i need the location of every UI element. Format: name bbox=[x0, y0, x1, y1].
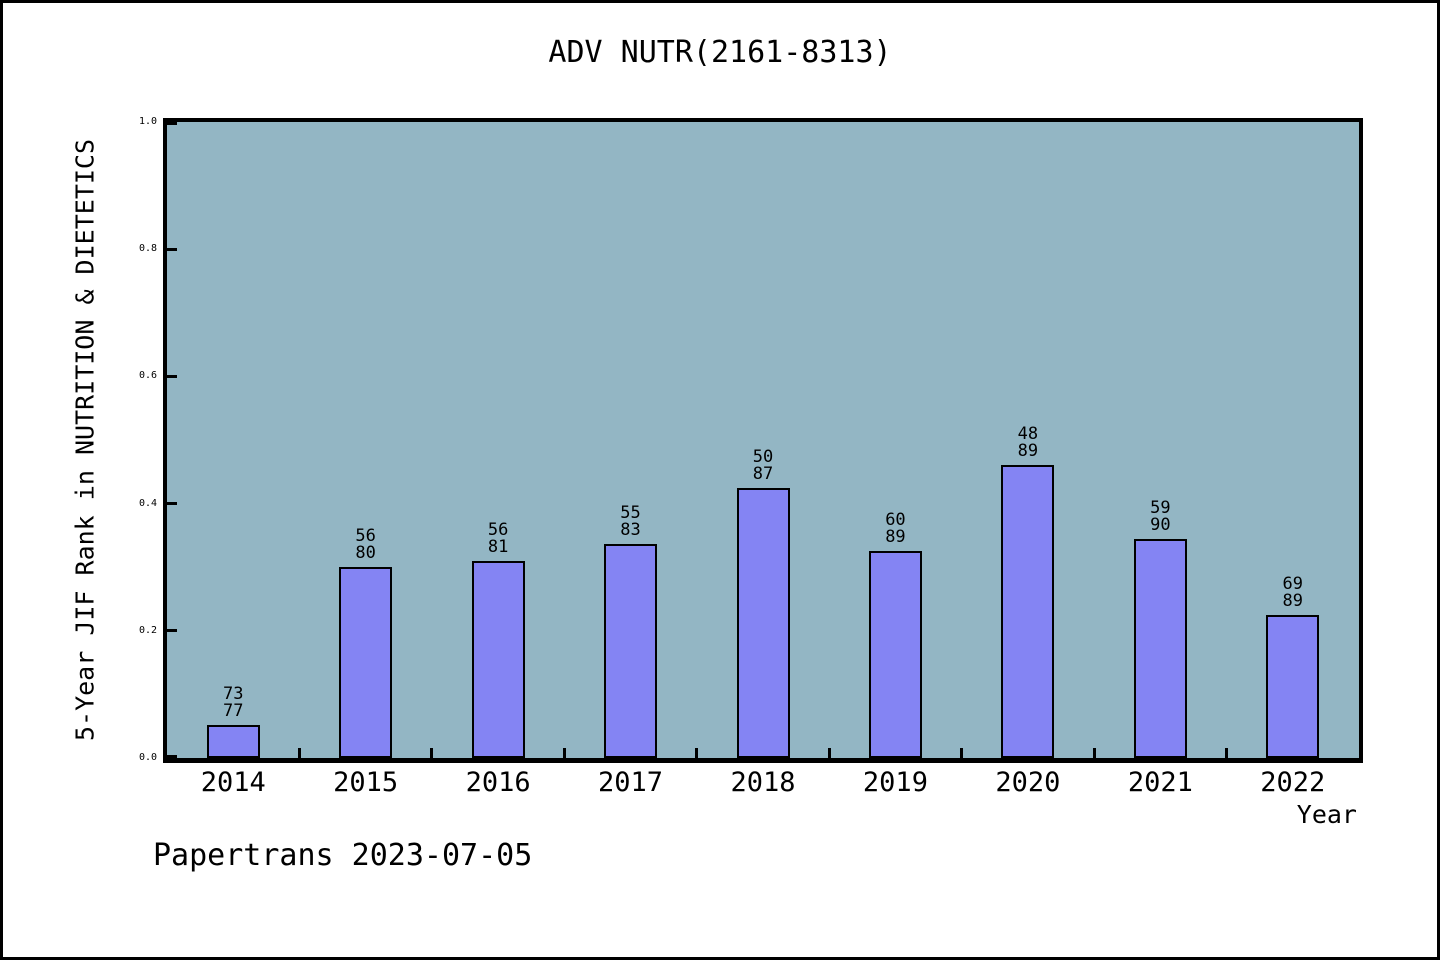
x-tick-label: 2019 bbox=[862, 767, 928, 798]
bar bbox=[471, 561, 525, 758]
bar-value-label: 56 80 bbox=[321, 528, 411, 562]
bar-total-value: 77 bbox=[222, 701, 244, 721]
bar-value-label: 69 89 bbox=[1248, 576, 1338, 610]
x-tick-label: 2020 bbox=[995, 767, 1061, 798]
y-axis-label: 5-Year JIF Rank in NUTRITION & DIETETICS bbox=[70, 138, 100, 742]
x-minor-tick bbox=[562, 748, 566, 758]
bar-total-value: 89 bbox=[1017, 441, 1039, 461]
bar bbox=[206, 725, 260, 758]
bar-rank-value: 50 bbox=[752, 447, 774, 467]
y-tick-label: 0.6 bbox=[138, 370, 157, 382]
bar-value-label: 73 77 bbox=[188, 686, 278, 720]
bar-total-value: 89 bbox=[1282, 591, 1303, 611]
bar bbox=[1001, 465, 1055, 758]
bar-value-label: 48 89 bbox=[983, 426, 1073, 460]
bar-rank-value: 59 bbox=[1150, 498, 1171, 518]
y-tick-mark bbox=[167, 755, 177, 758]
y-tick-mark bbox=[167, 247, 177, 251]
x-minor-tick bbox=[695, 748, 699, 758]
watermark-text: Papertrans 2023-07-05 bbox=[153, 838, 533, 873]
bar bbox=[736, 488, 790, 758]
bar-value-label: 59 90 bbox=[1115, 500, 1205, 534]
x-minor-tick bbox=[297, 748, 301, 758]
x-minor-tick bbox=[960, 748, 964, 758]
bar-value-label: 60 89 bbox=[850, 512, 940, 546]
y-tick-label: 0.2 bbox=[138, 624, 157, 636]
bar bbox=[604, 544, 658, 758]
y-tick-mark bbox=[167, 629, 177, 633]
bar bbox=[1133, 539, 1187, 758]
y-tick-mark bbox=[167, 374, 177, 378]
bar-value-label: 50 87 bbox=[718, 449, 808, 483]
bar-total-value: 81 bbox=[487, 537, 509, 557]
y-tick-mark bbox=[167, 122, 177, 125]
y-tick-mark bbox=[167, 502, 177, 506]
x-minor-tick bbox=[1225, 748, 1229, 758]
x-minor-tick bbox=[1092, 748, 1096, 758]
bar-rank-value: 60 bbox=[885, 510, 906, 530]
x-tick-label: 2015 bbox=[333, 767, 399, 798]
x-minor-tick bbox=[430, 748, 434, 758]
bar bbox=[1266, 615, 1320, 758]
bar bbox=[339, 567, 393, 758]
plot-area: 73 77 56 80 56 81 55 83 50 87 60 89 48 89 59 90 69 89 bbox=[163, 118, 1363, 763]
bar-rank-value: 56 bbox=[487, 520, 509, 540]
x-tick-label: 2018 bbox=[730, 767, 796, 798]
chart-title: ADV NUTR(2161-8313) bbox=[548, 35, 892, 70]
y-tick-label: 1.0 bbox=[138, 116, 157, 127]
bar-total-value: 90 bbox=[1150, 515, 1171, 535]
x-tick-label: 2021 bbox=[1127, 767, 1193, 798]
bar-rank-value: 73 bbox=[222, 684, 244, 704]
x-axis-label: Year bbox=[1296, 800, 1357, 829]
bar-rank-value: 48 bbox=[1017, 424, 1039, 444]
bar-rank-value: 69 bbox=[1282, 574, 1303, 594]
bar-rank-value: 55 bbox=[620, 503, 641, 523]
x-minor-tick bbox=[827, 748, 831, 758]
bar-rank-value: 56 bbox=[355, 526, 376, 546]
bar-total-value: 83 bbox=[620, 520, 641, 540]
y-tick-label: 0.4 bbox=[138, 497, 157, 509]
x-tick-label: 2016 bbox=[465, 767, 531, 798]
bar-total-value: 80 bbox=[355, 543, 376, 563]
bar bbox=[868, 551, 922, 758]
x-tick-label: 2022 bbox=[1260, 767, 1326, 798]
bar-total-value: 87 bbox=[752, 464, 774, 484]
x-tick-label: 2014 bbox=[200, 767, 266, 798]
x-tick-label: 2017 bbox=[598, 767, 664, 798]
y-tick-label: 0.8 bbox=[138, 243, 157, 255]
bar-total-value: 89 bbox=[885, 527, 906, 547]
bar-value-label: 56 81 bbox=[453, 522, 543, 556]
bar-value-label: 55 83 bbox=[586, 505, 676, 539]
y-tick-label: 0.0 bbox=[138, 752, 157, 763]
